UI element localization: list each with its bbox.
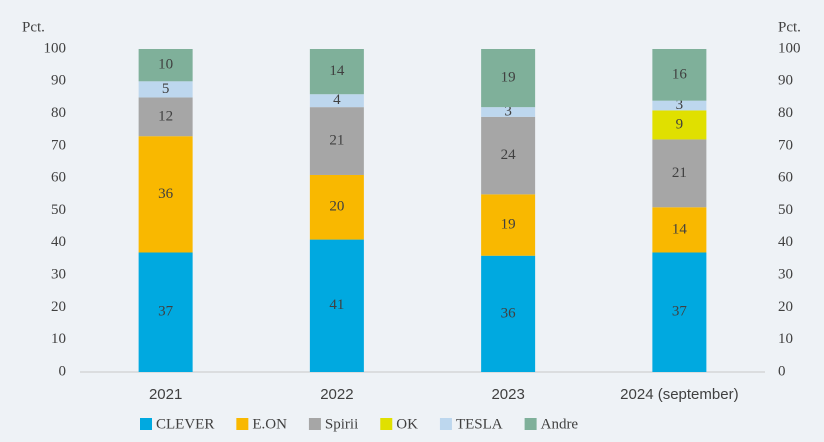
bar-segment bbox=[138, 136, 193, 253]
legend-label: Andre bbox=[541, 416, 579, 432]
y2-tick-label: 80 bbox=[778, 105, 793, 121]
bar-segment bbox=[309, 174, 364, 240]
legend-swatch bbox=[439, 418, 452, 430]
bar-segment bbox=[138, 252, 193, 372]
bar-segment bbox=[138, 49, 193, 82]
y2-tick-label: 60 bbox=[778, 170, 793, 186]
data-label: 36 bbox=[158, 186, 174, 202]
bar-segment bbox=[309, 94, 364, 108]
y-tick-label: 50 bbox=[51, 202, 66, 218]
y2-tick-label: 10 bbox=[778, 331, 793, 347]
bar-segment bbox=[652, 252, 707, 372]
x-tick-label: 2021 bbox=[149, 386, 182, 403]
legend-label: E.ON bbox=[252, 416, 287, 432]
y2-tick-label: 50 bbox=[778, 202, 793, 218]
bar-segment bbox=[481, 107, 536, 117]
data-label: 21 bbox=[672, 165, 687, 181]
bar-segment bbox=[652, 100, 707, 111]
y2-tick-label: 40 bbox=[778, 234, 793, 250]
y2-tick-label: 20 bbox=[778, 299, 793, 315]
bar-segment bbox=[309, 107, 364, 175]
bar-segment bbox=[481, 49, 536, 108]
data-label: 19 bbox=[501, 216, 516, 232]
y-tick-label: 80 bbox=[51, 105, 66, 121]
legend-swatch bbox=[140, 418, 152, 430]
data-label: 5 bbox=[162, 81, 170, 97]
bar-segment bbox=[481, 255, 536, 372]
bar-segment bbox=[652, 207, 707, 253]
x-tick-label: 2022 bbox=[320, 386, 353, 403]
y2-axis-label: Pct. bbox=[778, 19, 801, 35]
bar-segment bbox=[309, 239, 364, 372]
data-label: 19 bbox=[501, 70, 516, 86]
data-label: 4 bbox=[333, 92, 341, 108]
data-label: 37 bbox=[158, 304, 174, 320]
x-tick-label: 2023 bbox=[491, 386, 524, 403]
data-label: 21 bbox=[329, 132, 344, 148]
bar-segment bbox=[309, 49, 364, 95]
legend-label: CLEVER bbox=[156, 416, 214, 432]
bar-segment bbox=[481, 116, 536, 195]
data-label: 20 bbox=[329, 199, 344, 215]
y-tick-label: 60 bbox=[51, 170, 66, 186]
legend-swatch bbox=[308, 418, 321, 430]
data-label: 41 bbox=[329, 297, 344, 313]
data-label: 10 bbox=[158, 57, 173, 73]
legend-swatch bbox=[524, 418, 537, 430]
y2-tick-label: 30 bbox=[778, 267, 793, 283]
y-tick-label: 70 bbox=[51, 137, 66, 153]
legend-label: Spirii bbox=[325, 416, 358, 432]
data-label: 14 bbox=[329, 63, 345, 79]
y-tick-label: 0 bbox=[59, 363, 67, 379]
y-tick-label: 20 bbox=[51, 299, 66, 315]
legend-swatch bbox=[236, 418, 249, 430]
data-label: 36 bbox=[501, 305, 517, 321]
y-tick-label: 90 bbox=[51, 73, 66, 89]
bar-segment bbox=[652, 139, 707, 208]
legend-label: OK bbox=[396, 416, 418, 432]
data-label: 16 bbox=[672, 66, 688, 82]
y-tick-label: 40 bbox=[51, 234, 66, 250]
y-tick-label: 30 bbox=[51, 267, 66, 283]
data-label: 14 bbox=[672, 221, 688, 237]
y-tick-label: 10 bbox=[51, 331, 66, 347]
data-label: 37 bbox=[672, 304, 688, 320]
y-axis-label: Pct. bbox=[22, 19, 45, 35]
x-tick-label: 2024 (september) bbox=[620, 386, 738, 403]
data-label: 24 bbox=[501, 147, 517, 163]
data-label: 3 bbox=[504, 103, 512, 119]
bar-segment bbox=[652, 110, 707, 140]
y-tick-label: 100 bbox=[44, 40, 67, 56]
bar-segment bbox=[652, 49, 707, 101]
y2-tick-label: 0 bbox=[778, 363, 786, 379]
y2-tick-label: 100 bbox=[778, 40, 801, 56]
data-label: 3 bbox=[676, 97, 684, 113]
data-label: 12 bbox=[158, 108, 173, 124]
data-label: 9 bbox=[676, 116, 684, 132]
bar-segment bbox=[481, 194, 536, 256]
legend-label: TESLA bbox=[456, 416, 503, 432]
y2-tick-label: 70 bbox=[778, 137, 793, 153]
y2-tick-label: 90 bbox=[778, 73, 793, 89]
legend-swatch bbox=[380, 418, 393, 430]
bar-segment bbox=[138, 81, 193, 98]
bar-segment bbox=[138, 97, 193, 137]
